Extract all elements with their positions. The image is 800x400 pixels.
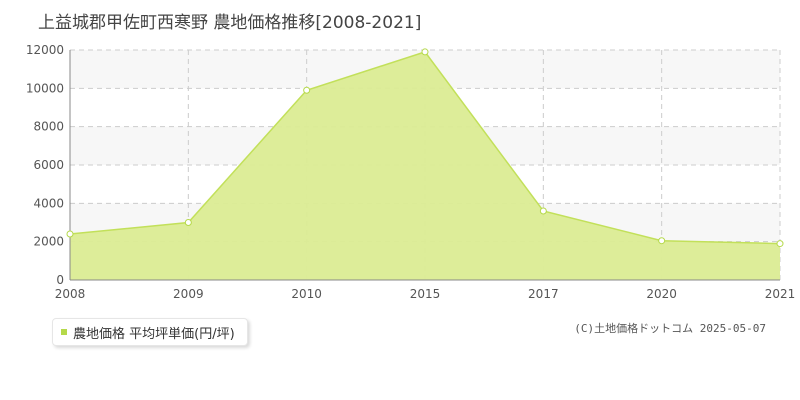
- y-tick-label: 2000: [33, 235, 64, 249]
- x-tick-label: 2009: [173, 287, 204, 301]
- legend: 農地価格 平均坪単価(円/坪): [52, 318, 248, 346]
- data-point: [776, 240, 784, 248]
- data-point: [184, 219, 192, 226]
- y-tick-label: 12000: [26, 43, 64, 57]
- y-tick-label: 6000: [33, 158, 64, 172]
- data-point: [303, 86, 311, 94]
- y-tick-label: 8000: [33, 120, 64, 134]
- data-point: [421, 48, 429, 56]
- y-tick-label: 4000: [33, 196, 64, 210]
- x-tick-label: 2008: [55, 287, 86, 301]
- data-point: [539, 207, 547, 215]
- legend-marker: [61, 329, 67, 335]
- x-tick-label: 2021: [765, 287, 796, 301]
- data-point: [66, 230, 74, 238]
- y-tick-label: 0: [56, 273, 64, 287]
- legend-label: 農地価格 平均坪単価(円/坪): [73, 326, 235, 342]
- data-point: [658, 237, 666, 245]
- x-tick-label: 2017: [528, 287, 559, 301]
- x-tick-label: 2015: [410, 287, 441, 301]
- y-tick-label: 10000: [26, 81, 64, 95]
- chart-title: 上益城郡甲佐町西寒野 農地価格推移[2008-2021]: [38, 13, 422, 33]
- series-area: [70, 51, 780, 280]
- x-tick-label: 2010: [291, 287, 322, 301]
- x-tick-label: 2020: [646, 287, 677, 301]
- credit-text: (C)土地価格ドットコム 2025-05-07: [574, 322, 766, 335]
